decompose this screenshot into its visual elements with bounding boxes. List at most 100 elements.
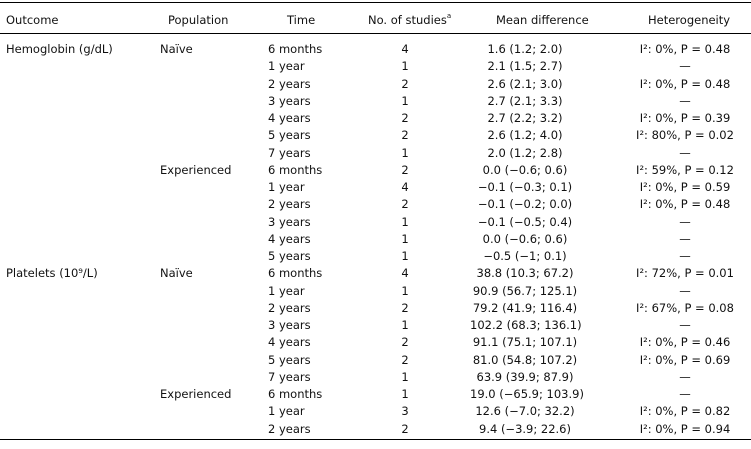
heterogeneity-cell: I²: 67%, P = 0.08 [636,300,734,315]
mean-difference-cell: 19.0 (−65.9; 103.9) [470,387,584,401]
table-row: 1 year 4 −0.1 (−0.3; 0.1) I²: 0%, P = 0.59 [0,179,751,196]
mean-difference-cell: 79.2 (41.9; 116.4) [472,300,578,315]
mean-difference-cell: 9.4 (−3.9; 22.6) [479,421,571,436]
heterogeneity-cell: I²: 0%, P = 0.82 [639,404,731,419]
mean-difference-cell: 2.6 (2.1; 3.0) [487,76,563,91]
studies-cell: 1 [401,249,409,263]
heterogeneity-cell: I²: 0%, P = 0.48 [639,76,731,91]
heterogeneity-cell: I²: 0%, P = 0.59 [639,180,731,194]
heterogeneity-cell: I²: 59%, P = 0.12 [636,162,734,177]
table-row: 1 year 3 12.6 (−7.0; 32.2) I²: 0%, P = 0.82 [0,403,751,420]
studies-cell: 2 [401,76,409,91]
time-cell: 2 years [268,421,311,436]
mean-difference-cell: 0.0 (−0.6; 0.6) [482,162,568,177]
time-cell: 3 years [268,318,311,332]
time-cell: 3 years [268,214,311,229]
studies-cell: 1 [401,318,409,332]
studies-cell: 1 [401,369,409,384]
header-outcome: Outcome [6,13,59,27]
table-top-rule [0,2,751,4]
time-cell: 1 year [268,283,305,298]
time-cell: 5 years [268,352,311,367]
time-cell: 5 years [268,249,311,263]
mean-difference-cell: 2.0 (1.2; 2.8) [487,145,563,160]
table-row: 2 years 2 2.6 (2.1; 3.0) I²: 0%, P = 0.48 [0,76,751,93]
studies-cell: 1 [401,283,409,298]
time-cell: 4 years [268,335,311,350]
heterogeneity-cell: — [679,59,691,74]
studies-cell: 1 [401,59,409,74]
time-cell: 6 months [268,387,323,401]
heterogeneity-cell: I²: 0%, P = 0.94 [639,421,731,436]
table-row: 3 years 1 −0.1 (−0.5; 0.4) — [0,214,751,231]
header-mean-difference: Mean difference [496,13,589,27]
header-rule [0,33,751,34]
table-row: 2 years 2 −0.1 (−0.2; 0.0) I²: 0%, P = 0.48 [0,196,751,213]
heterogeneity-cell: — [679,145,691,160]
heterogeneity-cell: — [679,387,691,401]
mean-difference-cell: −0.1 (−0.3; 0.1) [477,180,573,194]
table-row: 3 years 1 102.2 (68.3; 136.1) — [0,317,751,334]
time-cell: 1 year [268,404,305,419]
population-cell: Naïve [160,266,193,281]
heterogeneity-cell: — [679,249,691,263]
heterogeneity-cell: — [679,283,691,298]
time-cell: 1 year [268,59,305,74]
mean-difference-cell: 1.6 (1.2; 2.0) [487,42,563,56]
studies-cell: 1 [401,387,409,401]
table-bottom-rule [0,439,751,441]
time-cell: 7 years [268,369,311,384]
heterogeneity-cell: — [679,93,691,108]
header-heterogeneity: Heterogeneity [648,13,731,27]
studies-cell: 2 [401,335,409,350]
mean-difference-cell: 2.1 (1.5; 2.7) [487,59,563,74]
mean-difference-cell: 0.0 (−0.6; 0.6) [482,231,568,246]
header-footnote-marker: a [446,12,452,20]
table-row: 2 years 2 79.2 (41.9; 116.4) I²: 67%, P = 0… [0,300,751,317]
mean-difference-cell: 90.9 (56.7; 125.1) [472,283,578,298]
mean-difference-cell: 102.2 (68.3; 136.1) [470,318,582,332]
heterogeneity-cell: I²: 0%, P = 0.69 [639,352,731,367]
table-row: 4 years 2 91.1 (75.1; 107.1) I²: 0%, P = 0.… [0,334,751,351]
table-row: 2 years 2 9.4 (−3.9; 22.6) I²: 0%, P = 0.94 [0,421,751,438]
time-cell: 1 year [268,180,305,194]
table-row: 4 years 1 0.0 (−0.6; 0.6) — [0,231,751,248]
studies-cell: 2 [401,162,409,177]
heterogeneity-cell: I²: 80%, P = 0.02 [636,128,734,143]
mean-difference-cell: 2.7 (2.1; 3.3) [487,93,563,108]
studies-cell: 3 [401,404,409,419]
heterogeneity-cell: I²: 72%, P = 0.01 [636,266,734,281]
table-row: 7 years 1 63.9 (39.9; 87.9) — [0,369,751,386]
heterogeneity-cell: I²: 0%, P = 0.46 [639,335,731,350]
studies-cell: 2 [401,128,409,143]
table-row: 5 years 2 2.6 (1.2; 4.0) I²: 80%, P = 0.02 [0,127,751,144]
studies-cell: 1 [401,231,409,246]
population-cell: Experienced [160,387,232,401]
table-row: 1 year 1 2.1 (1.5; 2.7) — [0,58,751,75]
studies-cell: 4 [401,266,409,281]
heterogeneity-cell: — [679,214,691,229]
time-cell: 7 years [268,145,311,160]
studies-cell: 4 [401,180,409,194]
time-cell: 2 years [268,76,311,91]
mean-difference-cell: 2.6 (1.2; 4.0) [487,128,563,143]
time-cell: 4 years [268,111,311,125]
table-row: 3 years 1 2.7 (2.1; 3.3) — [0,93,751,110]
time-cell: 6 months [268,266,323,281]
table-row: 5 years 2 81.0 (54.8; 107.2) I²: 0%, P = 0.… [0,352,751,369]
time-cell: 2 years [268,300,311,315]
mean-difference-cell: −0.1 (−0.2; 0.0) [477,197,573,212]
heterogeneity-cell: I²: 0%, P = 0.48 [639,42,731,56]
studies-cell: 2 [401,352,409,367]
mean-difference-cell: 12.6 (−7.0; 32.2) [475,404,575,419]
time-cell: 6 months [268,42,323,56]
table-row: 7 years 1 2.0 (1.2; 2.8) — [0,145,751,162]
outcome-cell: Platelets (10⁹/L) [6,266,98,281]
studies-cell: 2 [401,300,409,315]
heterogeneity-cell: I²: 0%, P = 0.39 [639,111,731,125]
header-no-of-studies: No. of studiesa [368,12,451,28]
time-cell: 4 years [268,231,311,246]
studies-cell: 2 [401,197,409,212]
mean-difference-cell: 63.9 (39.9; 87.9) [476,369,574,384]
mean-difference-cell: −0.5 (−1; 0.1) [483,249,567,263]
